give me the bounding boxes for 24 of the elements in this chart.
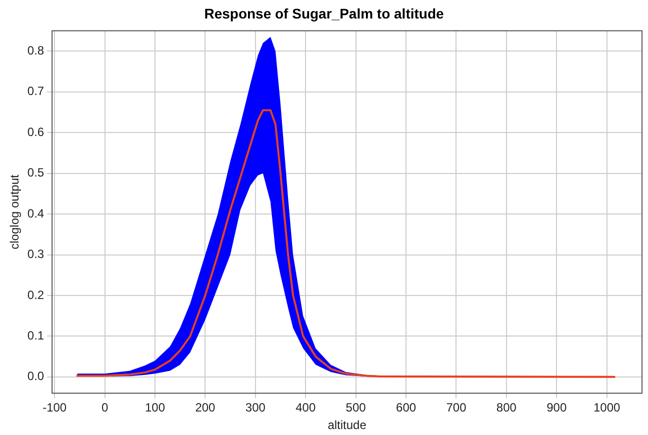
x-tick-label: 700 [446,400,467,415]
y-tick-label: 0.3 [27,247,44,262]
x-tick-label: 1000 [594,400,621,415]
x-tick-label: 200 [195,400,216,415]
x-tick-label: 500 [346,400,366,415]
y-tick-label: 0.5 [27,166,44,180]
chart-title: Response of Sugar_Palm to altitude [204,5,444,22]
x-tick-label: 100 [144,400,166,415]
y-tick-label: 0.2 [27,288,44,302]
y-tick-label: 0.7 [27,84,44,98]
x-tick-label: 600 [396,400,416,415]
x-tick-label: 800 [496,400,517,415]
x-axis-title: altitude [328,418,367,432]
x-tick-label: 300 [245,400,266,415]
x-tick-label: 900 [546,400,567,415]
y-tick-label: 0.6 [27,124,44,139]
y-tick-label: 0.1 [27,328,44,343]
x-tick-label: -100 [42,400,67,415]
y-tick-label: 0.0 [27,369,44,384]
y-tick-label: 0.8 [27,43,44,58]
x-tick-label: 0 [101,400,108,415]
y-axis-title: cloglog output [8,174,22,250]
x-tick-label: 400 [296,400,316,415]
y-tick-label: 0.4 [27,206,44,220]
